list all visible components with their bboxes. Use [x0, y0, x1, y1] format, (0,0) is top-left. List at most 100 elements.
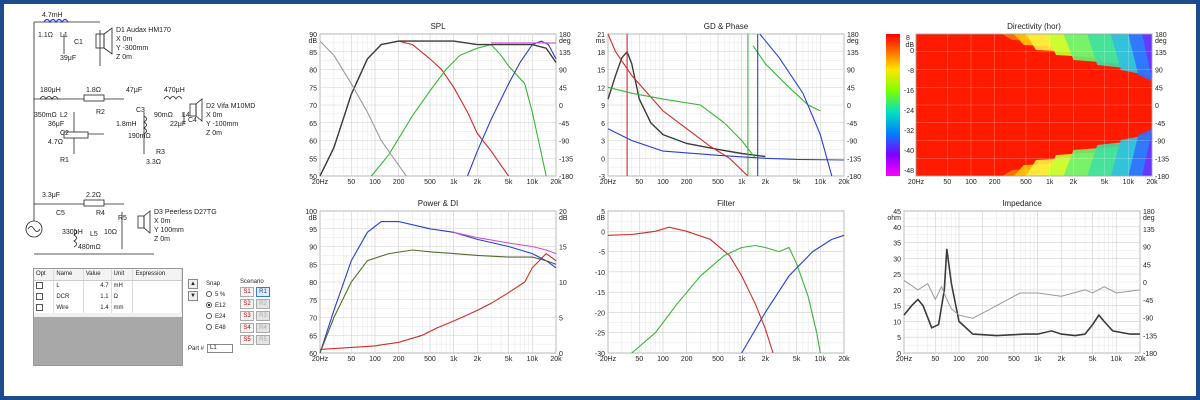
y-tick-label: -20 — [595, 310, 605, 317]
scenario-S1-button[interactable]: S1 — [240, 287, 254, 297]
inductor-L1[interactable] — [43, 18, 69, 24]
snap-option[interactable]: E48 — [206, 323, 226, 334]
y-tick-label: 3 — [601, 139, 605, 146]
x-tick-label: 10k — [815, 356, 827, 363]
y-tick-label: 70 — [309, 316, 317, 323]
series-line — [607, 128, 845, 161]
y2-tick-label: -45 — [1143, 298, 1153, 305]
x-tick-label: 2k — [762, 179, 770, 186]
inductor-L3[interactable] — [143, 115, 147, 135]
series-line — [741, 234, 845, 354]
driver-D3-icon[interactable] — [137, 215, 145, 229]
svg-text:47μF: 47μF — [126, 87, 142, 94]
inductor-L2[interactable] — [39, 96, 59, 100]
y2-tick-label: -90 — [847, 139, 857, 146]
y-tick-label: 35 — [893, 241, 901, 248]
x-tick-label: 500 — [1020, 179, 1032, 186]
radio-icon[interactable] — [206, 291, 212, 298]
radio-icon[interactable] — [206, 324, 212, 331]
x-tick-label: 20Hz — [896, 356, 913, 363]
y2-tick-label: 45 — [847, 85, 855, 92]
scenario-S3-button[interactable]: S3 — [240, 311, 254, 321]
svg-text:350mΩ: 350mΩ — [34, 112, 57, 119]
move-up-button[interactable]: ▲ — [188, 279, 198, 289]
resistor-R1[interactable] — [63, 131, 89, 139]
inductor-L4[interactable] — [163, 96, 183, 100]
snap-option[interactable]: E24 — [206, 312, 226, 323]
y-tick-label: 0 — [601, 229, 605, 236]
optimize-checkbox[interactable] — [36, 292, 43, 300]
svg-text:R1: R1 — [60, 157, 69, 164]
y-tick-label: 15 — [893, 304, 901, 311]
color-scale-bar — [886, 34, 900, 176]
table-row[interactable]: L 4.7 mH — [34, 280, 182, 291]
resistor-R4[interactable] — [83, 199, 105, 207]
snap-option[interactable]: E12 — [206, 301, 226, 312]
recall-R1-button[interactable]: R1 — [256, 287, 270, 297]
y-tick-label: -8 — [908, 68, 914, 75]
recall-R5-button[interactable]: R5 — [256, 335, 270, 345]
svg-text:Z 0m: Z 0m — [154, 236, 170, 243]
recall-R2-button[interactable]: R2 — [256, 299, 270, 309]
y-tick-label: 75 — [309, 85, 317, 92]
x-tick-label: 200 — [393, 356, 405, 363]
move-down-button[interactable]: ▼ — [188, 291, 198, 301]
snap-option[interactable]: 5 % — [206, 290, 226, 301]
y-tick-label: 65 — [309, 333, 317, 340]
y2-tick-label: 180 — [559, 32, 571, 39]
svg-text:Z 0m: Z 0m — [116, 54, 132, 61]
y2-tick-label: -45 — [1155, 121, 1165, 128]
driver-D2-icon[interactable] — [189, 103, 197, 117]
table-row[interactable]: Wire 1.4 mm — [34, 302, 182, 313]
recall-R3-button[interactable]: R3 — [256, 311, 270, 321]
inductor-L5[interactable] — [73, 228, 77, 248]
y-tick-label: 90 — [309, 32, 317, 39]
svg-text:C4: C4 — [188, 117, 197, 124]
scenario-S4-button[interactable]: S4 — [240, 323, 254, 333]
y-tick-label: 21 — [597, 32, 605, 39]
y-tick-label: -25 — [595, 331, 605, 338]
y2-unit-label: deg — [559, 38, 571, 45]
y2-tick-label: 0 — [1143, 280, 1147, 287]
directivity-chart[interactable]: Directivity (hor)80-8-16-24-32-40-48dB20… — [876, 20, 1172, 192]
recall-R4-button[interactable]: R4 — [256, 323, 270, 333]
y-tick-label: 25 — [893, 272, 901, 279]
x-tick-label: 200 — [989, 179, 1001, 186]
y2-tick-label: -180 — [1143, 351, 1157, 358]
L1-value: 4.7mH — [42, 12, 63, 19]
gd-phase-chart[interactable]: GD & Phase 20Hz 50 100 200 500 1k 2k 5k 10k 20k 21 1… — [588, 20, 868, 192]
y-tick-label: 55 — [309, 156, 317, 163]
y2-tick-label: -180 — [559, 174, 573, 181]
x-tick-label: 20Hz — [312, 356, 329, 363]
x-tick-label: 5k — [505, 179, 513, 186]
x-tick-label: 50 — [931, 356, 939, 363]
scenario-S2-button[interactable]: S2 — [240, 299, 254, 309]
y-tick-label: 95 — [309, 227, 317, 234]
optimize-checkbox[interactable] — [36, 303, 43, 311]
crossover-schematic: 4.7mH 1.1Ω L1 39μF C1 D1 Audax HM170 X 0… — [25, 12, 255, 255]
series-line — [759, 33, 833, 177]
heatmap-band — [1142, 124, 1153, 176]
x-tick-label: 20Hz — [908, 179, 925, 186]
optimize-checkbox[interactable] — [36, 282, 43, 290]
x-tick-label: 500 — [1008, 356, 1020, 363]
x-tick-label: 500 — [424, 179, 436, 186]
svg-text:90mΩ: 90mΩ — [154, 112, 173, 119]
y2-tick-label: -90 — [559, 139, 569, 146]
resistor-R2[interactable] — [83, 94, 105, 102]
svg-text:180μH: 180μH — [40, 87, 61, 94]
part-number-input[interactable]: L1 — [207, 344, 234, 353]
scenario-S5-button[interactable]: S5 — [240, 335, 254, 345]
radio-icon[interactable] — [206, 313, 212, 320]
D2-name: D2 Vifa M10MD — [206, 103, 255, 110]
radio-icon[interactable] — [206, 302, 212, 309]
svg-text:L1: L1 — [60, 32, 68, 39]
svg-text:480mΩ: 480mΩ — [78, 244, 101, 251]
y2-tick-label: 135 — [559, 50, 571, 57]
table-row[interactable]: DCR 1.1 Ω — [34, 291, 182, 302]
y-tick-label: 15 — [597, 68, 605, 75]
